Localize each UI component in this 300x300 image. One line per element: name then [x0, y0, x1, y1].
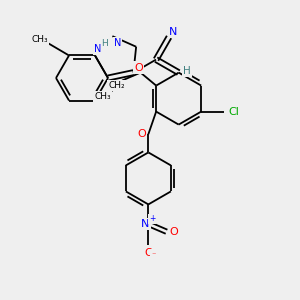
Text: H: H — [183, 66, 190, 76]
Text: CH₂: CH₂ — [108, 81, 125, 90]
Text: Cl: Cl — [228, 106, 239, 117]
Text: N: N — [114, 38, 121, 48]
Text: O: O — [144, 248, 153, 258]
Text: N: N — [169, 27, 177, 37]
Text: ⁻: ⁻ — [151, 250, 155, 259]
Text: N: N — [141, 219, 149, 229]
Text: O: O — [169, 227, 178, 237]
Text: N: N — [94, 44, 102, 55]
Text: CH₃: CH₃ — [32, 35, 48, 44]
Text: CH₃: CH₃ — [94, 92, 111, 101]
Text: O: O — [134, 63, 143, 73]
Text: H: H — [102, 39, 108, 48]
Text: O: O — [137, 129, 146, 139]
Text: +: + — [149, 214, 155, 224]
